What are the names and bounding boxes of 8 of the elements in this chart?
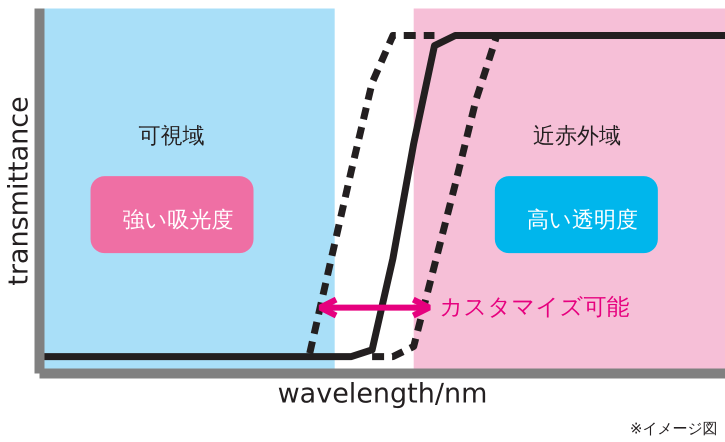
- y-axis-title: transmittance: [4, 96, 34, 286]
- annotation: 近赤外域: [532, 124, 621, 149]
- annotation: カスタマイズ可能: [440, 294, 630, 321]
- annotation: 強い吸光度: [122, 208, 234, 234]
- x-axis-title: wavelength/nm: [278, 378, 488, 410]
- annotation: 可視域: [138, 124, 205, 149]
- text: ※イメージ図: [630, 420, 718, 438]
- annotation: 高い透明度: [526, 208, 638, 234]
